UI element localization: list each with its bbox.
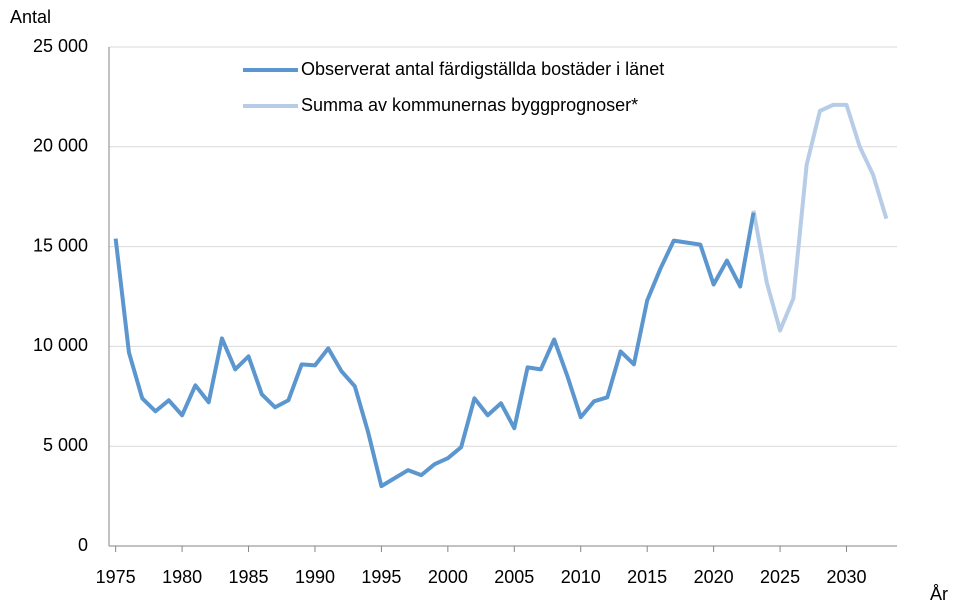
y-axis-label: Antal <box>10 7 51 27</box>
y-tick-label: 10 000 <box>33 335 88 355</box>
x-tick-label: 1975 <box>96 567 136 587</box>
x-tick-label: 2015 <box>627 567 667 587</box>
y-tick-label: 0 <box>78 535 88 555</box>
y-tick-label: 20 000 <box>33 136 88 156</box>
y-tick-label: 5 000 <box>43 435 88 455</box>
x-tick-label: 2000 <box>428 567 468 587</box>
series-line <box>751 102 889 333</box>
series-line <box>113 212 756 489</box>
y-tick-label: 25 000 <box>33 36 88 56</box>
y-tick-label: 15 000 <box>33 235 88 255</box>
x-tick-label: 1980 <box>162 567 202 587</box>
x-tick-label: 2030 <box>826 567 866 587</box>
x-tick-label: 2025 <box>760 567 800 587</box>
x-axis-label: År <box>930 584 948 604</box>
x-tick-label: 2020 <box>694 567 734 587</box>
x-tick-label: 1990 <box>295 567 335 587</box>
legend-label: Observerat antal färdigställda bostäder … <box>301 59 664 79</box>
x-tick-label: 1995 <box>361 567 401 587</box>
legend-label: Summa av kommunernas byggprognoser* <box>301 95 638 115</box>
x-tick-label: 2005 <box>494 567 534 587</box>
x-tick-label: 1985 <box>229 567 269 587</box>
x-tick-label: 2010 <box>561 567 601 587</box>
